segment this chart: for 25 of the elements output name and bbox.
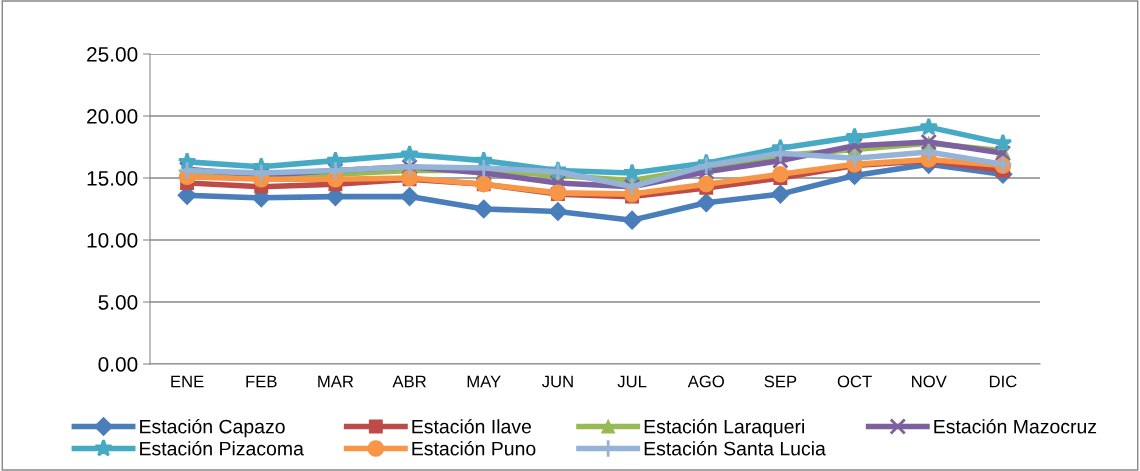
x-tick-label: NOV	[912, 375, 947, 388]
x-tick-label: SEP	[764, 375, 797, 388]
legend-label: Estación Capazo	[140, 418, 285, 438]
y-tick-label: 25.00	[87, 47, 138, 62]
y-tick-label: 15.00	[87, 171, 138, 186]
x-tick-label: FEB	[246, 375, 277, 388]
y-tick-label: 0.00	[98, 357, 138, 372]
legend-label: Estación Pizacoma	[140, 440, 304, 456]
x-tick-label: MAR	[318, 375, 354, 388]
x-tick-label: DIC	[989, 375, 1017, 388]
x-tick-label: AGO	[687, 375, 724, 388]
y-tick-label: 5.00	[98, 295, 138, 310]
legend-label: Estación Mazocruz	[934, 418, 1097, 434]
x-tick-label: JUL	[617, 375, 647, 388]
x-tick-label: ENE	[171, 375, 204, 388]
legend-label: Estación Ilave	[412, 418, 532, 434]
legend-label: Estación Puno	[412, 440, 536, 456]
legend-label: Estación Laraqueri	[644, 418, 804, 438]
x-tick-label: JUN	[541, 375, 573, 388]
legend-label: Estación Santa Lucia	[644, 440, 826, 456]
y-tick-label: 20.00	[87, 109, 138, 124]
x-tick-label: MAY	[467, 375, 501, 388]
y-tick-label: 10.00	[87, 233, 138, 248]
x-tick-label: OCT	[837, 375, 872, 388]
x-tick-label: ABR	[392, 375, 426, 388]
